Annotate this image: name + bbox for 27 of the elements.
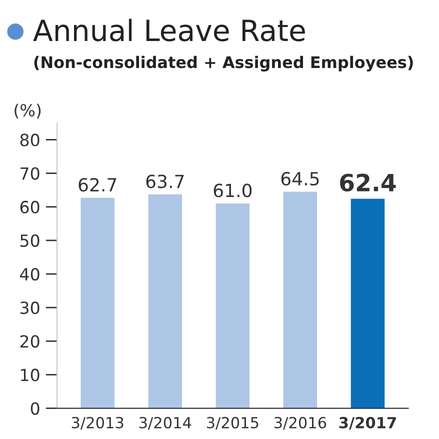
chart-title: Annual Leave Rate <box>33 18 305 42</box>
x-tick-label: 3/2015 <box>206 416 258 430</box>
y-axis-title: (%) <box>14 104 41 119</box>
y-tick-label: 0 <box>30 402 40 415</box>
data-label: 62.7 <box>78 178 116 192</box>
y-tick-label: 10 <box>21 368 40 382</box>
bar <box>283 192 318 408</box>
bar <box>350 198 385 408</box>
bar <box>216 203 250 408</box>
x-tick-label: 3/2014 <box>139 416 192 430</box>
chart-subtitle: (Non-consolidated + Assigned Employees) <box>34 56 413 72</box>
x-tick-label: 3/2016 <box>274 416 326 430</box>
y-tick-label: 70 <box>20 167 40 180</box>
y-tick-label: 20 <box>20 335 40 348</box>
y-tick-label: 30 <box>20 302 40 314</box>
bar <box>148 194 182 408</box>
x-tick-label: 3/2013 <box>72 416 124 430</box>
y-tick-label: 80 <box>20 134 40 146</box>
y-tick-label: 60 <box>20 200 40 214</box>
data-label: 62.4 <box>340 174 396 192</box>
data-label: 63.7 <box>146 174 184 188</box>
y-tick-label: 50 <box>20 234 40 247</box>
data-label: 64.5 <box>281 172 319 186</box>
data-label: 61.0 <box>214 184 252 198</box>
bar <box>80 198 114 408</box>
y-tick-label: 40 <box>20 268 40 281</box>
x-tick-label: 3/2017 <box>339 416 396 430</box>
